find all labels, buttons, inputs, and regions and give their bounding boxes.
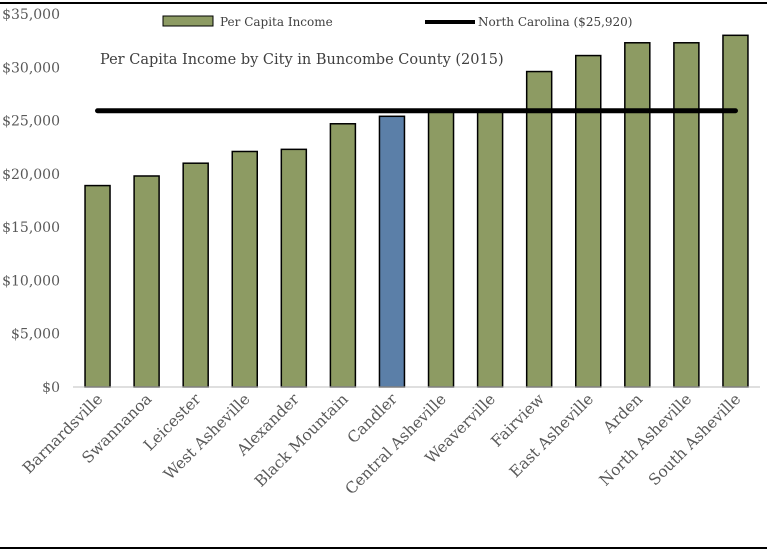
y-tick-label: $10,000 (2, 273, 60, 289)
bar-north-asheville (673, 42, 700, 388)
y-tick-label: $20,000 (2, 167, 60, 183)
bar-west-asheville (231, 150, 258, 388)
y-tick-label: $5,000 (11, 327, 60, 343)
chart-title: Per Capita Income by City in Buncombe Co… (100, 52, 504, 68)
y-tick-label: $35,000 (2, 7, 60, 23)
bar-candler (378, 115, 406, 388)
y-tick-label: $15,000 (2, 220, 60, 236)
y-tick-label: $30,000 (2, 60, 60, 76)
y-tick-label: $0 (42, 380, 60, 396)
bar-weaverville (476, 111, 504, 388)
bar-central-asheville (427, 111, 455, 388)
legend: Per Capita Income North Carolina ($25,92… (162, 15, 632, 29)
bar-south-asheville (722, 34, 749, 388)
y-axis: $0 $5,000 $10,000 $15,000 $20,000 $25,000 $30,… (2, 7, 60, 396)
bar-black-mountain (329, 123, 357, 388)
bar-fairview (525, 70, 553, 388)
bar-east-asheville (575, 54, 602, 388)
legend-label-per-capita-income: Per Capita Income (220, 15, 333, 29)
y-tick-label: $25,000 (2, 114, 60, 130)
bar-swannanoa (133, 175, 160, 388)
bar-arden (624, 42, 651, 388)
bar-leicester (182, 162, 209, 388)
bar-alexander (280, 148, 308, 388)
legend-swatch-per-capita-income (162, 15, 214, 27)
legend-label-north-carolina: North Carolina ($25,920) (478, 15, 632, 29)
bar-barnardsville (84, 184, 111, 388)
